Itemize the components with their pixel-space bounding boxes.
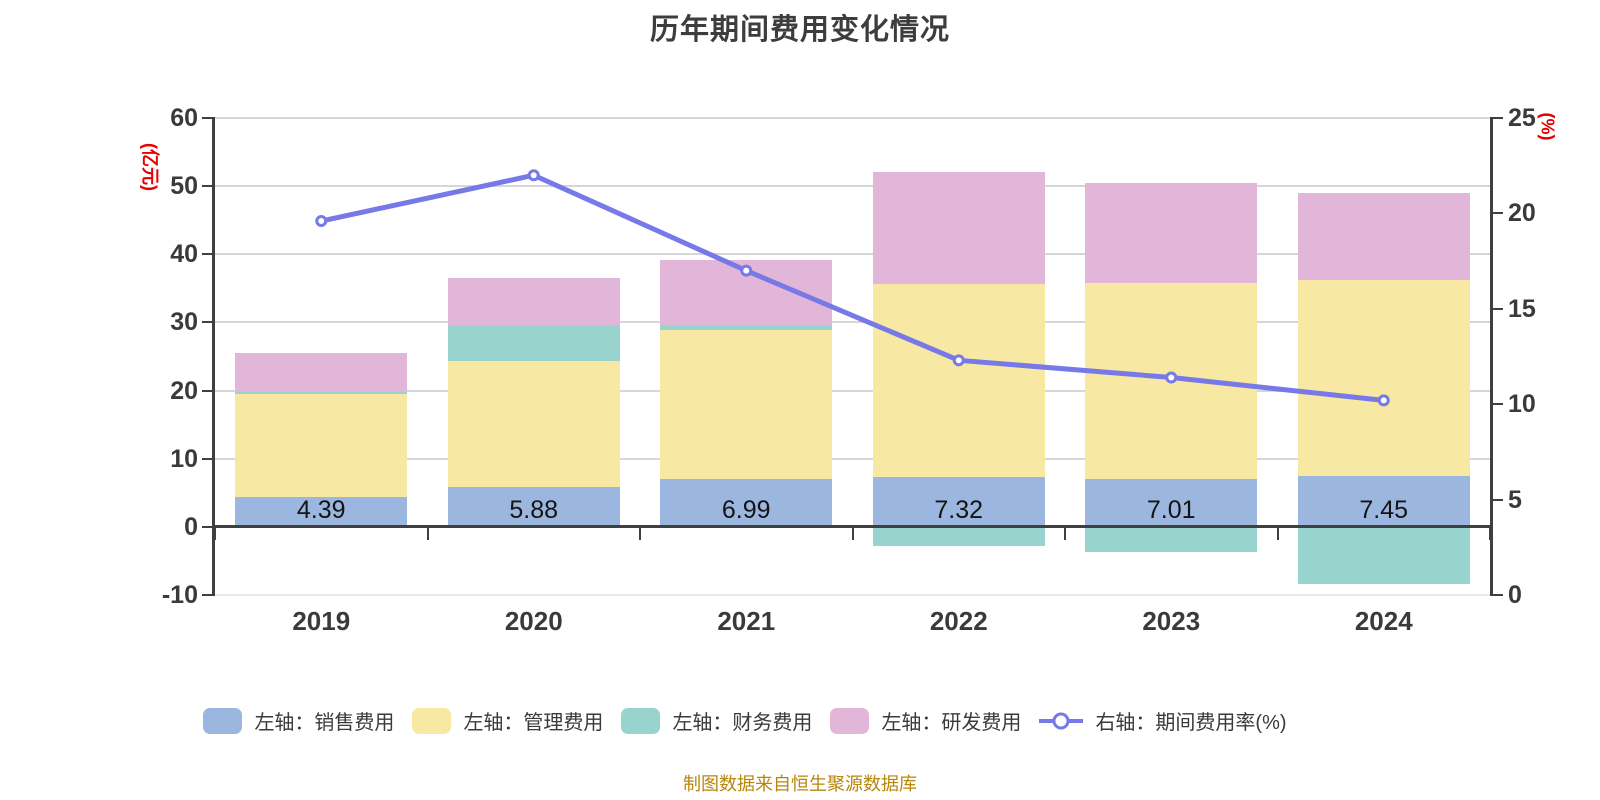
bar-value-label: 7.32	[934, 495, 984, 524]
x-axis-tick	[1064, 527, 1066, 540]
x-axis-label: 2020	[504, 606, 563, 636]
right-axis-tick	[1490, 403, 1503, 406]
right-axis-tick	[1490, 117, 1503, 119]
left-axis-tick-label: 10	[170, 444, 198, 473]
bar-segment-sales	[1297, 476, 1470, 527]
legend-label: 左轴：销售费用	[254, 712, 395, 734]
legend-item-admin[interactable]: 左轴：管理费用	[412, 706, 603, 735]
bar-value-label: 7.45	[1359, 495, 1409, 524]
bar-segment-admin	[1297, 279, 1470, 477]
left-axis-tick-label: 0	[184, 512, 198, 541]
left-axis-line	[212, 118, 215, 595]
bar-segment-sales	[1085, 479, 1258, 527]
x-axis-tick	[214, 527, 216, 540]
right-axis-tick-label: 10	[1508, 390, 1536, 419]
bar-segment-rd	[1297, 193, 1470, 280]
ratio-line-marker	[315, 215, 328, 228]
legend-item-rd[interactable]: 左轴：研发费用	[830, 706, 1021, 735]
bar-segment-finance	[872, 526, 1045, 546]
legend: 左轴：销售费用 左轴：管理费用 左轴：财务费用 左轴：研发费用 右轴：期间费用率(%)	[0, 706, 1545, 735]
x-axis-tick	[851, 527, 854, 540]
bar-segment-admin	[872, 284, 1045, 477]
x-axis-tick	[426, 527, 429, 540]
bar-segment-admin	[1085, 282, 1258, 480]
right-axis-tick	[1490, 212, 1503, 215]
left-axis-tick-label: 40	[170, 240, 198, 269]
data-source-note: 制图数据来自恒生聚源数据库	[683, 774, 917, 794]
chart-title: 历年期间费用变化情况	[649, 14, 950, 46]
x-axis-label: 2022	[929, 606, 988, 636]
bar-segment-rd	[872, 171, 1045, 285]
left-axis-tick	[202, 185, 215, 188]
grid-line	[215, 457, 1490, 460]
zero-axis-line	[215, 525, 1490, 529]
left-axis-tick	[202, 389, 215, 392]
grid-line	[215, 117, 1490, 119]
legend-label: 右轴：期间费用率(%)	[1095, 712, 1287, 734]
grid-line	[215, 185, 1490, 188]
legend-line-marker-icon	[1039, 712, 1084, 729]
bar-segment-finance	[1085, 526, 1258, 553]
bar-segment-finance	[1297, 526, 1470, 585]
legend-swatch-icon	[621, 707, 661, 734]
bar-value-label: 7.01	[1146, 495, 1196, 524]
bar-value-label: 4.39	[296, 495, 346, 524]
right-axis-tick	[1490, 594, 1503, 596]
legend-label: 左轴：管理费用	[463, 712, 604, 734]
bar-segment-sales	[235, 496, 408, 527]
grid-line	[215, 594, 1490, 596]
x-axis-tick	[639, 527, 641, 540]
left-axis-tick	[202, 253, 215, 256]
bar-segment-finance	[660, 324, 833, 330]
bar-segment-sales	[660, 479, 833, 527]
legend-swatch-icon	[412, 707, 452, 734]
left-axis-tick-label: 20	[170, 376, 198, 405]
left-axis-tick	[202, 321, 215, 324]
bar-segment-admin	[235, 394, 408, 497]
right-axis-tick	[1490, 307, 1503, 310]
legend-swatch-icon	[203, 707, 243, 734]
x-axis-tick	[1489, 527, 1491, 540]
left-axis-tick-label: -10	[161, 581, 198, 609]
bar-segment-finance	[235, 392, 408, 395]
bar-segment-admin	[660, 329, 833, 480]
bar-segment-rd	[235, 353, 408, 392]
bar-segment-finance	[447, 325, 620, 362]
legend-item-finance[interactable]: 左轴：财务费用	[621, 706, 812, 735]
right-axis-tick-label: 25	[1508, 104, 1536, 132]
left-axis-tick	[202, 457, 215, 460]
right-axis-tick-label: 15	[1508, 294, 1536, 323]
left-axis-tick	[202, 117, 215, 119]
right-axis-tick-label: 5	[1508, 485, 1522, 514]
bar-value-label: 5.88	[509, 495, 559, 524]
left-axis-tick-label: 50	[170, 172, 198, 201]
bar-segment-rd	[660, 259, 833, 325]
right-axis-tick	[1490, 498, 1503, 501]
x-axis-label: 2021	[717, 606, 776, 636]
legend-label: 左轴：研发费用	[881, 712, 1022, 734]
right-axis-tick-label: 20	[1508, 199, 1536, 228]
x-axis-label: 2024	[1354, 606, 1413, 636]
legend-swatch-icon	[830, 707, 870, 734]
legend-item-sales[interactable]: 左轴：销售费用	[203, 706, 394, 735]
bar-segment-admin	[447, 361, 620, 487]
ratio-line-marker	[527, 169, 540, 182]
left-axis-tick-label: 30	[170, 308, 198, 337]
bar-segment-sales	[447, 486, 620, 527]
legend-item-ratio[interactable]: 右轴：期间费用率(%)	[1039, 706, 1287, 735]
right-axis-line	[1490, 118, 1493, 595]
x-axis-tick	[1276, 527, 1279, 540]
bar-segment-sales	[872, 476, 1045, 527]
x-axis-label: 2023	[1142, 606, 1201, 636]
left-axis-tick	[202, 594, 215, 596]
bar-segment-rd	[447, 278, 620, 326]
legend-label: 左轴：财务费用	[672, 712, 813, 734]
right-axis-tick-label: 0	[1508, 581, 1522, 609]
left-axis-tick	[202, 525, 215, 528]
left-axis-tick-label: 60	[170, 104, 198, 132]
bar-segment-rd	[1085, 183, 1258, 283]
x-axis-label: 2019	[292, 606, 351, 636]
bar-value-label: 6.99	[721, 495, 771, 524]
